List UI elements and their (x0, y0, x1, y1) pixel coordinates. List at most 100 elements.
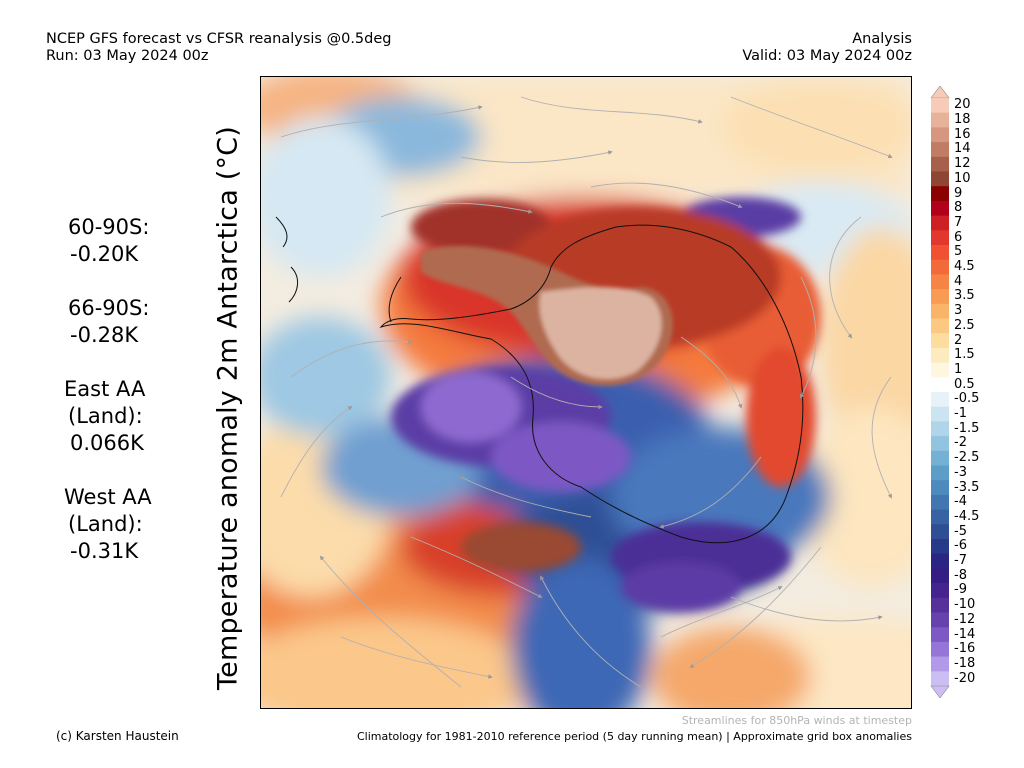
colorbar-level-label: 0.5 (954, 376, 975, 392)
colorbar-level-label: 4.5 (954, 259, 975, 275)
colorbar-swatch (931, 259, 949, 275)
colorbar-level-label: 9 (954, 185, 963, 201)
stat-label: West AA (64, 485, 152, 509)
colorbar-min-arrow (930, 685, 950, 699)
stat-value: -0.31K (70, 539, 139, 563)
colorbar-swatch (931, 318, 949, 334)
colorbar-level-label: -6 (954, 538, 967, 554)
colorbar-level-label: -5 (954, 523, 967, 539)
colorbar-swatch (931, 377, 949, 393)
colorbar-swatch (931, 333, 949, 349)
colorbar-level-label: -1 (954, 406, 967, 422)
colorbar-swatch (931, 200, 949, 217)
colorbar-level-label: 6 (954, 229, 963, 245)
colorbar-level-label: -7 (954, 553, 967, 569)
colorbar-level-label: 8 (954, 200, 963, 216)
colorbar-swatch (931, 230, 949, 246)
colorbar-swatch (931, 436, 949, 452)
stat-west-aa: West AA (Land): -0.31K (64, 484, 152, 565)
colorbar-level-label: 7 (954, 214, 963, 230)
colorbar-max-arrow (930, 85, 950, 99)
colorbar-level-label: 3.5 (954, 288, 975, 304)
colorbar-level-label: -16 (954, 641, 976, 657)
colorbar-level-label: 16 (954, 126, 971, 142)
stat-label: East AA (64, 377, 146, 401)
header-right: Analysis Valid: 03 May 2024 00z (742, 31, 912, 65)
colorbar-swatch (931, 347, 949, 364)
header-left: NCEP GFS forecast vs CFSR reanalysis @0.… (46, 31, 391, 65)
colorbar-level-label: -20 (954, 670, 976, 686)
colorbar-level-label: 2 (954, 332, 963, 348)
colorbar-level-label: 1.5 (954, 347, 975, 363)
colorbar-swatch (931, 583, 949, 599)
colorbar-level-label: -2 (954, 435, 967, 451)
colorbar-swatch (931, 274, 949, 290)
colorbar-level-label: -12 (954, 611, 976, 627)
stat-label-2: (Land): (68, 512, 143, 536)
colorbar-swatch (931, 142, 949, 158)
stat-value: -0.20K (70, 242, 139, 266)
colorbar-swatch (931, 112, 949, 128)
colorbar-swatch (931, 303, 949, 319)
colorbar-level-label: 1 (954, 361, 963, 377)
colorbar-swatch (931, 362, 949, 378)
mode-label: Analysis (852, 31, 912, 47)
colorbar-swatch (931, 612, 949, 628)
colorbar-swatch (931, 671, 949, 687)
stat-66-90s: 66-90S: -0.28K (64, 295, 152, 349)
colorbar-swatch (931, 245, 949, 261)
colorbar-swatch (931, 289, 949, 305)
colorbar: 20 18 16 14 12 10 9 8 7 6 5 4.5 4 3.5 3 2.5 2 1.5 1 0.5 -0.5… (930, 85, 979, 702)
colorbar-level-label: -4 (954, 494, 967, 510)
product-title: NCEP GFS forecast vs CFSR reanalysis @0.… (46, 31, 392, 47)
colorbar-swatch (931, 186, 949, 202)
stat-value: -0.28K (70, 323, 139, 347)
colorbar-level-label: 20 (954, 97, 971, 113)
colorbar-swatch (931, 392, 949, 408)
stat-value: 0.066K (70, 431, 144, 455)
anomaly-map-graphic (261, 77, 911, 708)
colorbar-level-label: -8 (954, 567, 967, 583)
colorbar-swatches (930, 85, 950, 699)
colorbar-level-label: -3 (954, 464, 967, 480)
anomaly-stats: 60-90S: -0.20K 66-90S: -0.28K East AA (L… (64, 214, 152, 592)
credit-text: (c) Karsten Haustein (56, 729, 179, 743)
colorbar-swatch (931, 171, 949, 187)
colorbar-level-label: 5 (954, 244, 963, 260)
run-time: Run: 03 May 2024 00z (46, 48, 209, 64)
colorbar-level-label: -14 (954, 626, 976, 642)
colorbar-swatch (931, 656, 949, 672)
colorbar-level-label: 18 (954, 112, 971, 128)
colorbar-swatch (931, 509, 949, 525)
colorbar-level-label: -3.5 (954, 479, 980, 495)
stat-60-90s: 60-90S: -0.20K (64, 214, 152, 268)
colorbar-level-label: -10 (954, 597, 976, 613)
warm-anomaly-core (421, 245, 673, 386)
colorbar-swatch (931, 494, 949, 511)
stat-label-2: (Land): (68, 404, 143, 428)
colorbar-level-label: 12 (954, 156, 971, 172)
valid-time: Valid: 03 May 2024 00z (742, 48, 912, 64)
colorbar-swatch (931, 539, 949, 555)
colorbar-swatch (931, 450, 949, 466)
colorbar-swatch (931, 98, 949, 114)
colorbar-swatch (931, 156, 949, 172)
anomaly-map (260, 76, 912, 709)
colorbar-level-label: -0.5 (954, 391, 980, 407)
colorbar-level-label: -4.5 (954, 508, 980, 524)
colorbar-swatch (931, 553, 949, 569)
stat-label: 60-90S: (68, 215, 150, 239)
colorbar-level-label: -2.5 (954, 450, 980, 466)
wind-streamlines (280, 96, 893, 688)
colorbar-level-label: 3 (954, 303, 963, 319)
colorbar-swatch (931, 215, 949, 231)
colorbar-swatch (931, 421, 949, 437)
colorbar-level-label: 4 (954, 273, 963, 289)
colorbar-level-label: 2.5 (954, 317, 975, 333)
colorbar-swatch (931, 627, 949, 643)
colorbar-swatch (931, 568, 949, 584)
colorbar-swatch (931, 480, 949, 496)
colorbar-swatch (931, 597, 949, 613)
stat-east-aa: East AA (Land): 0.066K (64, 376, 152, 457)
colorbar-level-label: -18 (954, 655, 976, 671)
